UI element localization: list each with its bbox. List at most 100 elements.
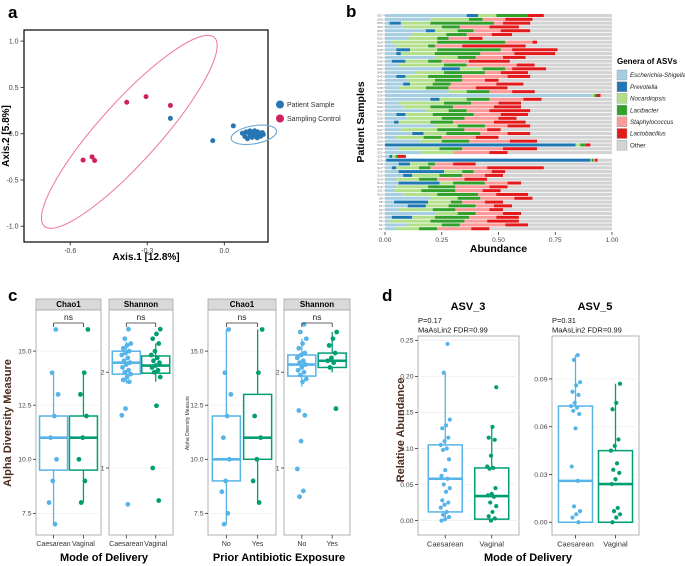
genus-label: Other <box>630 142 645 149</box>
bar-segment <box>412 173 440 177</box>
data-point <box>446 457 452 462</box>
y-tick-label: 7.5 <box>22 511 32 518</box>
sample-label: S10 <box>377 193 383 197</box>
sample-label: S39 <box>377 82 383 86</box>
data-point <box>614 461 620 466</box>
data-point <box>576 520 581 525</box>
bar-segment <box>462 78 485 82</box>
facet-panel <box>108 309 174 536</box>
data-point <box>494 504 499 509</box>
sample-label: S32 <box>377 109 383 113</box>
genus-swatch <box>616 93 628 104</box>
data-point <box>302 412 308 418</box>
sig-label: ns <box>64 312 73 322</box>
bar-segment <box>397 154 406 158</box>
sample-label: S30 <box>377 116 383 120</box>
data-point <box>48 435 53 441</box>
bar-segment <box>425 86 449 90</box>
data-point <box>127 360 133 366</box>
bar-segment <box>478 192 497 196</box>
bar-segment <box>419 166 431 170</box>
bar-segment <box>475 86 508 90</box>
data-point <box>126 326 131 332</box>
bar-segment <box>478 14 497 18</box>
bar-segment <box>394 189 422 193</box>
bar-segment <box>500 71 529 75</box>
bar-segment <box>403 25 442 29</box>
data-point <box>122 336 128 342</box>
sample-label: S4 <box>379 215 383 219</box>
data-point <box>252 413 258 419</box>
genus-swatch <box>616 128 628 139</box>
sample-label: S56 <box>377 17 383 21</box>
mode-of-delivery-title-d: Mode of Delivery <box>484 552 573 564</box>
sample-label: S29 <box>377 120 383 124</box>
x-tick-label: 1.00 <box>606 237 619 244</box>
bar-segment <box>432 112 474 117</box>
data-point <box>575 478 580 483</box>
bar-segment <box>594 158 598 162</box>
data-point <box>296 408 302 413</box>
bar-segment-other <box>525 44 612 48</box>
x-tick-label: 0.75 <box>549 237 562 244</box>
panel-c-label: c <box>8 286 17 305</box>
bar-segment <box>462 147 504 151</box>
sample-label: S48 <box>377 48 383 52</box>
data-point <box>443 468 448 473</box>
scatter-point <box>167 115 173 121</box>
genus-label: Escherichia-Shigella <box>630 72 685 79</box>
data-point <box>153 363 159 368</box>
plot-border <box>23 29 269 243</box>
bar-segment <box>398 120 431 124</box>
bar-segment <box>453 181 485 185</box>
data-point <box>494 385 499 390</box>
bar-segment <box>457 211 476 216</box>
bar-segment <box>385 181 399 185</box>
scatter-point <box>124 99 130 105</box>
bar-segment <box>432 82 451 86</box>
bar-segment <box>457 196 481 200</box>
sample-label: S23 <box>377 143 383 147</box>
bar-segment <box>385 204 408 208</box>
data-point <box>334 329 340 335</box>
data-point <box>443 489 449 494</box>
data-point <box>51 413 57 419</box>
bar-segment <box>391 215 413 219</box>
sample-label: S15 <box>377 174 383 178</box>
data-point <box>123 406 128 412</box>
bar-segment <box>493 21 504 25</box>
bar-segment <box>464 128 488 132</box>
bar-segment <box>493 120 526 124</box>
bar-segment <box>437 128 465 132</box>
y-tick-label: 0.20 <box>400 374 413 381</box>
data-point <box>125 355 131 361</box>
data-point <box>575 353 580 358</box>
data-point <box>445 476 450 481</box>
genus-label: Staphylococcus <box>630 119 673 126</box>
bar-segment <box>441 59 469 63</box>
bar-segment-other <box>525 120 612 124</box>
data-point <box>487 466 492 471</box>
sample-label: S2 <box>379 223 383 227</box>
bar-segment <box>437 177 465 181</box>
data-point <box>149 365 155 370</box>
data-point <box>300 379 305 385</box>
bar-segment <box>385 124 435 128</box>
bar-segment-other <box>530 21 612 25</box>
sample-label: S57 <box>377 14 383 18</box>
data-point <box>326 343 332 348</box>
bar-segment <box>505 40 533 44</box>
pcoa-x-axis-title: Axis.1 [12.8%] <box>112 252 179 263</box>
bar-segment <box>446 132 481 136</box>
bar-segment-other <box>537 147 612 151</box>
bar-segment <box>466 63 517 67</box>
bar-segment <box>514 52 556 56</box>
sample-label: S6 <box>379 208 383 212</box>
bar-segment <box>453 120 494 124</box>
bar-segment-other <box>530 132 612 136</box>
bar-segment <box>439 173 463 177</box>
bar-segment <box>385 185 397 189</box>
y-tick-label: 0.06 <box>534 424 547 431</box>
data-point <box>493 486 498 491</box>
bar-segment <box>444 101 472 105</box>
